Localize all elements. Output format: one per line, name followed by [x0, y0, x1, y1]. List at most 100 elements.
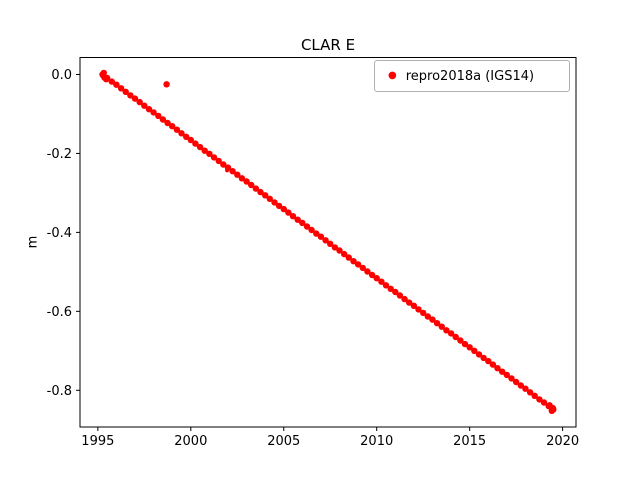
x-tick-label: 1995 [81, 434, 114, 449]
data-point [285, 209, 292, 216]
data-point [480, 354, 487, 362]
data-point [550, 406, 557, 413]
data-point [159, 116, 167, 123]
data-point [294, 216, 301, 223]
data-point [127, 92, 134, 99]
data-point [443, 327, 450, 334]
y-tick-label: -0.6 [47, 305, 72, 320]
x-tick-label: 2010 [360, 434, 393, 449]
data-point [308, 226, 315, 234]
data-point [401, 295, 408, 303]
x-tick-label: 2020 [546, 434, 579, 449]
data-point [327, 240, 334, 247]
data-point [122, 88, 129, 96]
data-point [271, 199, 278, 206]
data-point [252, 185, 260, 192]
outlier-point [225, 168, 230, 173]
data-point [262, 192, 269, 199]
data-point [108, 78, 116, 85]
data-point [378, 278, 385, 285]
chart-title: CLAR E [300, 36, 356, 54]
data-point [336, 247, 343, 254]
data-point [136, 98, 143, 106]
data-point [429, 316, 436, 323]
data-point [457, 337, 464, 344]
data-point [406, 299, 413, 306]
data-point [331, 244, 339, 251]
data-point [317, 233, 325, 240]
data-point [117, 85, 125, 92]
data-point [206, 150, 213, 157]
data-point [392, 288, 399, 296]
data-point [150, 109, 157, 116]
axes-frame [79, 57, 577, 428]
data-point [313, 230, 320, 237]
data-point [452, 333, 459, 341]
data-point [364, 268, 371, 275]
data-point [503, 371, 510, 379]
data-point [531, 392, 538, 399]
y-tick-label: -0.4 [47, 226, 72, 241]
data-point [234, 171, 241, 178]
data-point [447, 330, 455, 337]
data-point [540, 399, 548, 406]
data-point [396, 292, 404, 299]
data-point [489, 361, 497, 368]
y-axis-label: m [25, 235, 41, 249]
data-point [433, 320, 441, 327]
x-tick-label: 2015 [453, 434, 486, 449]
data-point [471, 347, 478, 354]
data-point [345, 254, 352, 261]
data-point [512, 378, 520, 386]
data-point [178, 130, 185, 137]
legend: ● repro2018a (IGS14) [374, 60, 570, 92]
data-point [229, 168, 236, 175]
data-point [373, 275, 380, 282]
data-point [141, 102, 148, 109]
data-point [410, 302, 418, 309]
data-point [341, 250, 348, 258]
data-point [508, 375, 515, 382]
data-point [238, 175, 246, 182]
legend-dot-icon: ● [388, 70, 397, 81]
data-point [526, 389, 534, 396]
data-point [100, 69, 108, 77]
data-point [169, 123, 176, 130]
data-point [494, 365, 501, 372]
data-point [461, 340, 469, 348]
data-point [359, 264, 366, 272]
data-point [368, 271, 376, 279]
data-point [350, 258, 357, 265]
data-point [220, 161, 227, 168]
legend-label: repro2018a (IGS14) [405, 68, 535, 84]
data-point [485, 357, 492, 365]
data-point [201, 147, 208, 154]
y-tick-label: 0.0 [51, 68, 72, 83]
data-point [354, 261, 362, 268]
data-point [536, 396, 543, 403]
data-point [173, 126, 181, 133]
data-point [145, 106, 153, 113]
x-tick-label: 2005 [267, 434, 300, 449]
data-point [415, 306, 422, 313]
data-point [517, 382, 524, 389]
data-point [164, 119, 171, 127]
data-series [99, 69, 557, 414]
data-point [192, 140, 199, 147]
data-point [382, 282, 390, 289]
y-tick-label: -0.8 [47, 384, 72, 399]
data-point [183, 133, 190, 140]
y-tick-label: -0.2 [47, 147, 72, 162]
data-point [466, 344, 473, 351]
data-point [257, 188, 264, 196]
data-point [322, 237, 329, 244]
data-point [522, 385, 529, 392]
data-point [275, 202, 283, 210]
data-point [103, 74, 111, 82]
data-point [248, 181, 255, 189]
data-point [155, 112, 162, 120]
data-point [196, 143, 204, 151]
outlier-point [163, 81, 170, 88]
